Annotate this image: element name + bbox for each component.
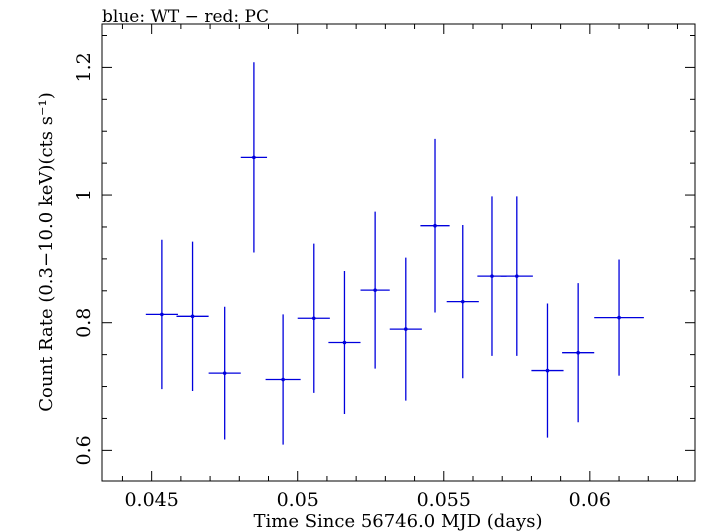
data-marker bbox=[404, 327, 408, 331]
data-point bbox=[297, 243, 330, 393]
data-point bbox=[360, 211, 390, 369]
data-marker bbox=[617, 315, 621, 320]
data-marker bbox=[222, 371, 227, 375]
data-marker bbox=[373, 288, 377, 292]
x-tick-label: 0.045 bbox=[124, 489, 178, 511]
chart-title: blue: WT − red: PC bbox=[102, 7, 269, 27]
data-marker bbox=[190, 314, 195, 319]
y-tick-label: 0.6 bbox=[73, 435, 95, 465]
data-point bbox=[420, 138, 450, 313]
data-point bbox=[594, 259, 644, 376]
data-point bbox=[328, 271, 361, 414]
axis-ticks: 0.045 0.05 0.055 0.06 0.6 0.8 1 1.2 bbox=[73, 24, 695, 511]
data-point bbox=[446, 225, 479, 379]
data-marker bbox=[490, 274, 494, 278]
y-axis-label: Count Rate (0.3−10.0 keV)(cts s⁻¹) bbox=[36, 92, 57, 411]
data-point bbox=[500, 196, 533, 356]
x-tick-label: 0.055 bbox=[417, 489, 471, 511]
data-point bbox=[265, 314, 301, 445]
x-tick-label: 0.05 bbox=[277, 489, 319, 511]
data-marker bbox=[545, 368, 550, 373]
x-tick-label: 0.06 bbox=[569, 489, 611, 511]
y-tick-label: 1.2 bbox=[73, 52, 95, 82]
data-marker bbox=[433, 223, 437, 228]
data-point bbox=[562, 283, 595, 423]
data-point bbox=[176, 241, 209, 392]
y-tick-label: 1 bbox=[73, 189, 95, 201]
data-marker bbox=[576, 350, 580, 355]
data-points bbox=[145, 62, 644, 445]
data-point bbox=[240, 62, 268, 253]
data-marker bbox=[342, 340, 347, 345]
data-marker bbox=[252, 155, 256, 160]
plot-frame bbox=[101, 23, 696, 482]
data-point bbox=[208, 306, 241, 440]
data-point bbox=[531, 303, 564, 438]
data-marker bbox=[281, 377, 285, 382]
data-point bbox=[389, 257, 422, 401]
x-axis-label: Time Since 56746.0 MJD (days) bbox=[253, 511, 542, 532]
data-marker bbox=[160, 312, 164, 317]
data-marker bbox=[311, 316, 316, 321]
y-tick-label: 0.8 bbox=[73, 308, 95, 338]
data-marker bbox=[515, 274, 519, 278]
data-point bbox=[145, 239, 178, 390]
data-marker bbox=[460, 299, 465, 304]
